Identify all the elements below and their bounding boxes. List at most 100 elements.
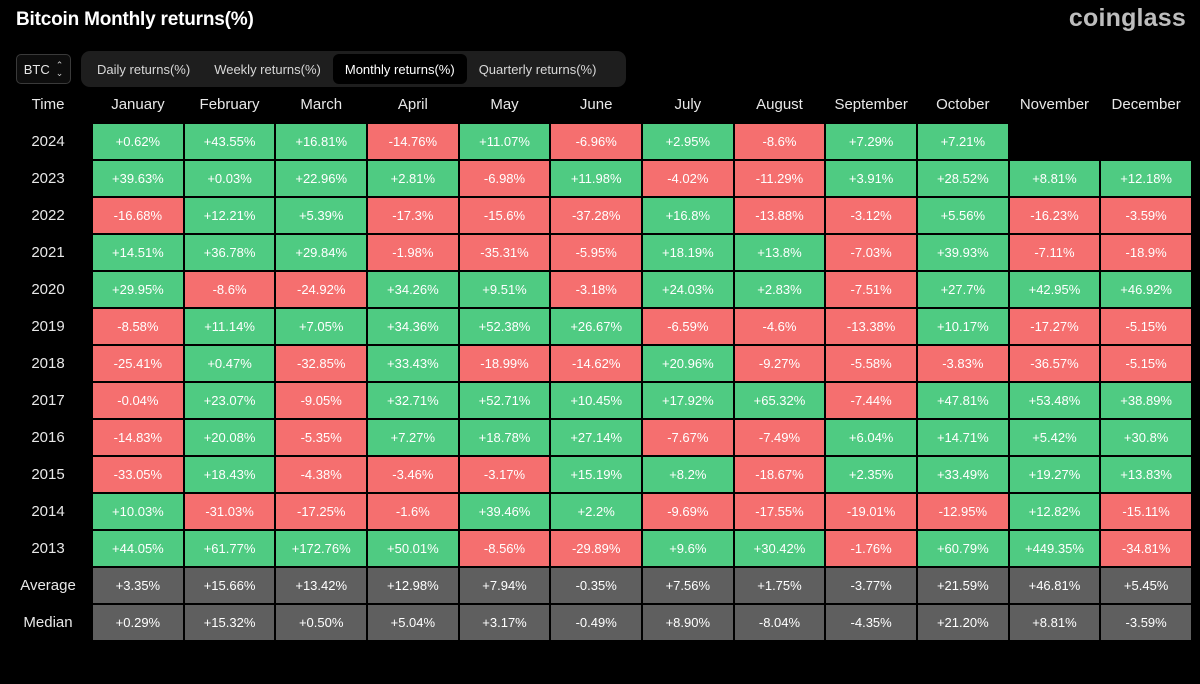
return-cell-june: +26.67%: [550, 308, 642, 345]
return-cell-november: +12.82%: [1008, 493, 1101, 530]
return-cell-july: +9.6%: [642, 530, 734, 567]
return-cell-march: +13.42%: [275, 567, 368, 604]
return-cell-august: -17.55%: [733, 493, 826, 530]
return-cell-november: [1008, 123, 1101, 160]
return-cell-may: +39.46%: [458, 493, 551, 530]
return-cell-june: +2.2%: [550, 493, 642, 530]
return-cell-june: -14.62%: [550, 345, 642, 382]
return-cell-march: -17.25%: [275, 493, 368, 530]
return-cell-september: -4.35%: [825, 604, 917, 641]
return-cell-february: +23.07%: [183, 382, 276, 419]
return-cell-june: +11.98%: [550, 160, 642, 197]
return-cell-january: +0.62%: [92, 123, 184, 160]
table-row-2016: 2016 -14.83% +20.08% -5.35% +7.27% +18.78% +27…: [4, 419, 1192, 456]
return-cell-june: -0.49%: [550, 604, 642, 641]
tab-quarterly-returns[interactable]: Quarterly returns(%): [478, 61, 597, 77]
tab-monthly-returns[interactable]: Monthly returns(%): [332, 54, 467, 84]
return-cell-march: -24.92%: [275, 271, 368, 308]
return-cell-march: +172.76%: [275, 530, 368, 567]
chevron-up-down-icon: ⌃ ⌄: [55, 60, 64, 78]
return-cell-february: +0.03%: [183, 160, 276, 197]
row-label: 2022: [4, 197, 93, 234]
row-label: 2014: [4, 493, 93, 530]
tab-daily-returns[interactable]: Daily returns(%): [97, 61, 191, 77]
return-cell-may: +9.51%: [458, 271, 551, 308]
return-cell-november: +8.81%: [1008, 160, 1101, 197]
return-cell-january: -0.04%: [92, 382, 184, 419]
return-cell-october: +14.71%: [916, 419, 1009, 456]
return-cell-april: +34.36%: [367, 308, 459, 345]
return-cell-september: +2.35%: [825, 456, 917, 493]
return-cell-march: -4.38%: [275, 456, 368, 493]
return-cell-february: +15.32%: [183, 604, 276, 641]
column-header-january: January: [111, 96, 165, 113]
return-cell-september: -3.12%: [825, 197, 917, 234]
return-cell-may: +52.71%: [458, 382, 551, 419]
row-label: 2024: [4, 123, 93, 160]
return-cell-june: +15.19%: [550, 456, 642, 493]
return-cell-february: -8.6%: [183, 271, 276, 308]
tab-weekly-returns[interactable]: Weekly returns(%): [214, 61, 321, 77]
return-cell-august: -11.29%: [733, 160, 826, 197]
return-cell-january: +44.05%: [92, 530, 184, 567]
return-cell-december: +13.83%: [1100, 456, 1192, 493]
return-cell-january: +3.35%: [92, 567, 184, 604]
return-cell-august: +2.83%: [733, 271, 826, 308]
return-cell-november: -36.57%: [1008, 345, 1101, 382]
return-cell-december: -3.59%: [1100, 197, 1192, 234]
table-row-2019: 2019 -8.58% +11.14% +7.05% +34.36% +52.38% +26…: [4, 308, 1192, 345]
return-cell-april: -14.76%: [367, 123, 459, 160]
return-cell-july: +7.56%: [642, 567, 734, 604]
return-cell-december: -15.11%: [1100, 493, 1192, 530]
return-cell-october: +7.21%: [916, 123, 1009, 160]
return-cell-february: -31.03%: [183, 493, 276, 530]
table-body: 2024 +0.62% +43.55% +16.81% -14.76% +11.07% -6…: [4, 123, 1192, 641]
return-cell-october: +33.49%: [916, 456, 1009, 493]
return-cell-april: +5.04%: [367, 604, 459, 641]
return-cell-april: -1.98%: [367, 234, 459, 271]
summary-row-average: Average +3.35% +15.66% +13.42% +12.98% +7.94%…: [4, 567, 1192, 604]
column-header-may: May: [490, 96, 519, 113]
return-cell-december: +12.18%: [1100, 160, 1192, 197]
return-cell-january: -14.83%: [92, 419, 184, 456]
return-cell-august: -13.88%: [733, 197, 826, 234]
return-cell-october: +27.7%: [916, 271, 1009, 308]
return-cell-december: [1100, 123, 1192, 160]
return-cell-january: +14.51%: [92, 234, 184, 271]
return-cell-may: -3.17%: [458, 456, 551, 493]
return-cell-february: +43.55%: [183, 123, 276, 160]
return-cell-may: +11.07%: [458, 123, 551, 160]
return-cell-november: +449.35%: [1008, 530, 1101, 567]
table-row-2021: 2021 +14.51% +36.78% +29.84% -1.98% -35.31% -5…: [4, 234, 1192, 271]
row-label: 2018: [4, 345, 93, 382]
return-cell-december: +46.92%: [1100, 271, 1192, 308]
return-cell-october: +5.56%: [916, 197, 1009, 234]
column-header-october: October: [936, 96, 990, 113]
return-cell-june: -29.89%: [550, 530, 642, 567]
return-cell-april: +2.81%: [367, 160, 459, 197]
return-cell-october: +10.17%: [916, 308, 1009, 345]
return-cell-april: +33.43%: [367, 345, 459, 382]
return-cell-july: +24.03%: [642, 271, 734, 308]
return-cell-february: +12.21%: [183, 197, 276, 234]
table-row-2017: 2017 -0.04% +23.07% -9.05% +32.71% +52.71% +10…: [4, 382, 1192, 419]
return-cell-february: +36.78%: [183, 234, 276, 271]
return-cell-february: +11.14%: [183, 308, 276, 345]
return-cell-march: -32.85%: [275, 345, 368, 382]
table-row-2013: 2013 +44.05% +61.77% +172.76% +50.01% -8.56% -…: [4, 530, 1192, 567]
return-cell-august: -18.67%: [733, 456, 826, 493]
return-cell-september: +3.91%: [825, 160, 917, 197]
return-cell-august: -4.6%: [733, 308, 826, 345]
return-cell-november: +42.95%: [1008, 271, 1101, 308]
return-cell-july: +8.90%: [642, 604, 734, 641]
column-header-december: December: [1111, 96, 1181, 113]
return-cell-november: -17.27%: [1008, 308, 1101, 345]
return-cell-june: +27.14%: [550, 419, 642, 456]
return-cell-september: -5.58%: [825, 345, 917, 382]
return-cell-december: +30.8%: [1100, 419, 1192, 456]
brand-logo: coinglass: [1068, 4, 1186, 32]
return-cell-april: +32.71%: [367, 382, 459, 419]
return-cell-september: -19.01%: [825, 493, 917, 530]
page-title: Bitcoin Monthly returns(%): [16, 9, 254, 30]
coin-select[interactable]: BTC ⌃ ⌄: [16, 54, 71, 84]
